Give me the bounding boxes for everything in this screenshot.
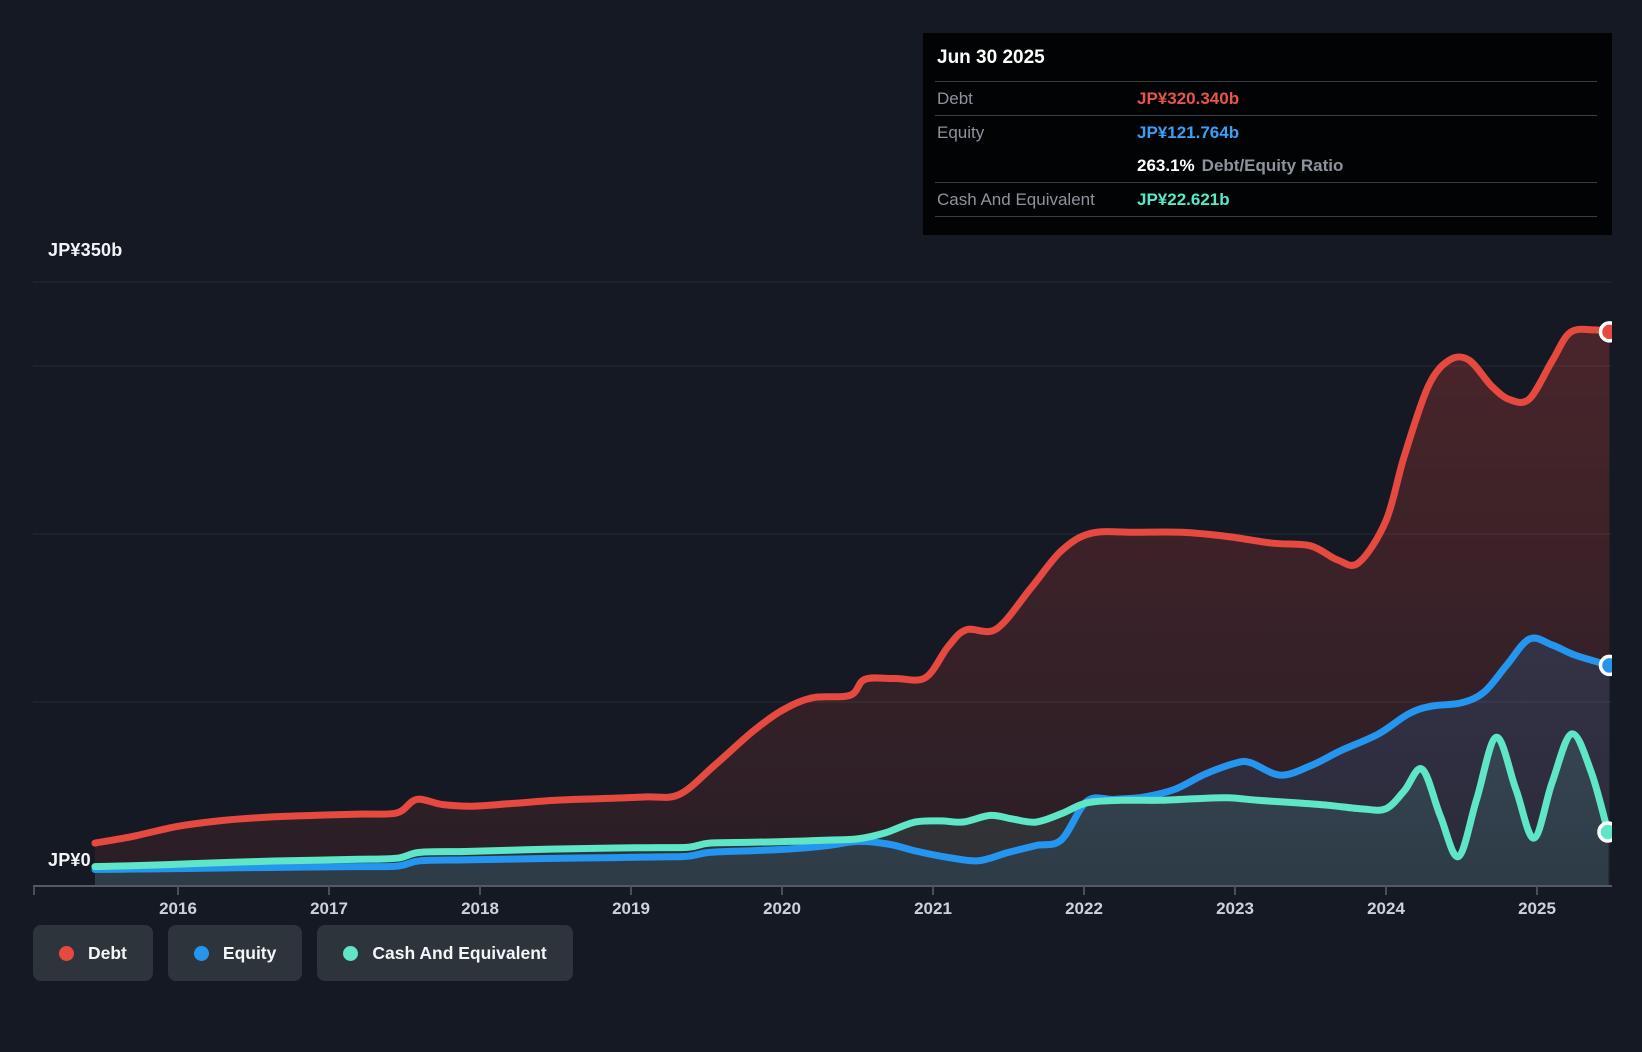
x-axis-label-2019: 2019	[612, 899, 650, 918]
tooltip-row-value: 263.1%	[1137, 155, 1195, 175]
tooltip-date: Jun 30 2025	[935, 33, 1597, 82]
series-line-debt	[91, 325, 1612, 847]
legend-item-label: Cash And Equivalent	[372, 942, 547, 963]
y-axis-label-top: JP¥350b	[48, 240, 123, 260]
legend-item-cash-and-equivalent[interactable]: Cash And Equivalent	[317, 925, 573, 981]
series-line-cash-and-equivalent	[91, 730, 1612, 871]
legend-item-label: Debt	[88, 942, 127, 963]
end-marker-cash-and-equivalent[interactable]	[1597, 821, 1617, 843]
x-axis-label-2020: 2020	[763, 899, 801, 918]
tooltip-row-value: JP¥121.764b	[1137, 122, 1240, 142]
area-fill-cash-and-equivalent	[94, 733, 1609, 885]
x-axis-label-2025: 2025	[1518, 899, 1556, 918]
x-axis-label-2017: 2017	[310, 899, 348, 918]
tooltip-row-debt: Debt JP¥320.340b	[935, 82, 1597, 116]
x-axis-label-2018: 2018	[461, 899, 499, 918]
tooltip-rows: Debt JP¥320.340b Equity JP¥121.764b 263.1% De…	[923, 82, 1612, 217]
legend-dot-icon	[343, 945, 359, 961]
chart-tooltip: Jun 30 2025 Debt JP¥320.340b Equity JP¥121.…	[923, 33, 1612, 235]
legend-item-equity[interactable]: Equity	[167, 925, 303, 981]
series-line-equity	[91, 634, 1612, 873]
legend-item-label: Equity	[222, 942, 277, 963]
tooltip-row-value: JP¥320.340b	[1137, 88, 1240, 108]
tooltip-row-ratio: 263.1% Debt/Equity Ratio	[935, 149, 1597, 183]
tooltip-row-equity: Equity JP¥121.764b	[935, 116, 1597, 149]
tooltip-row-value: JP¥22.621b	[1137, 189, 1230, 209]
tooltip-ratio-label: Debt/Equity Ratio	[1201, 155, 1344, 175]
chart-legend: Debt Equity Cash And Equivalent	[33, 925, 573, 981]
legend-dot-icon	[193, 945, 209, 961]
x-axis-label-2016: 2016	[159, 899, 197, 918]
x-axis-label-2022: 2022	[1065, 899, 1103, 918]
x-axis-label-2023: 2023	[1216, 899, 1254, 918]
end-marker-debt[interactable]	[1598, 321, 1618, 343]
area-fill-debt	[94, 329, 1610, 886]
x-axis-label-2021: 2021	[914, 899, 952, 918]
tooltip-row-label: Debt	[937, 88, 973, 108]
legend-dot-icon	[59, 945, 74, 961]
tooltip-row-label: Equity	[937, 122, 985, 142]
y-axis-label-zero: JP¥0	[48, 850, 91, 870]
end-marker-equity[interactable]	[1598, 654, 1618, 677]
tooltip-row-label: Cash And Equivalent	[937, 189, 1095, 209]
legend-item-debt[interactable]: Debt	[33, 925, 153, 981]
x-axis-label-2024: 2024	[1367, 899, 1405, 918]
tooltip-row-cash-and-equivalent: Cash And Equivalent JP¥22.621b	[935, 183, 1597, 217]
